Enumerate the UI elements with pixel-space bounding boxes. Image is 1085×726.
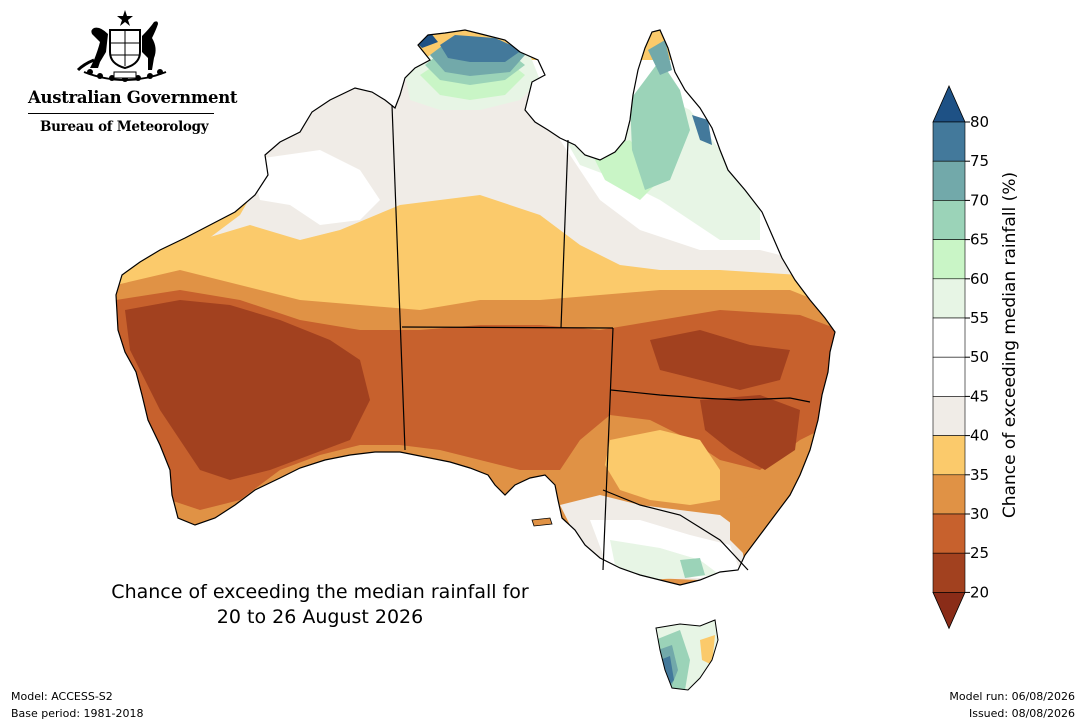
footer-left: Model: ACCESS-S2 Base period: 1981-2018 — [11, 688, 143, 722]
state-borders — [391, 104, 811, 571]
colorbar-band-55-60 — [932, 278, 966, 319]
colorbar-band-65-70 — [932, 200, 966, 240]
government-name: Australian Government — [28, 88, 238, 107]
colorbar-band-70-75 — [932, 160, 966, 201]
colorbar-tick-label: 35 — [970, 466, 989, 484]
colorbar-tick-label: 65 — [970, 231, 989, 249]
colorbar-tick-label: 55 — [970, 309, 989, 327]
bureau-name: Bureau of Meteorology — [40, 119, 209, 135]
colorbar-tick-label: 30 — [970, 505, 989, 523]
model-run-date: Model run: 06/08/2026 — [949, 690, 1075, 703]
colorbar-tick-label: 50 — [970, 348, 989, 366]
colorbar-tick-label: 40 — [970, 427, 989, 445]
colorbar-label: Chance of exceeding median rainfall (%) — [1000, 172, 1020, 518]
colorbar-band-25-30 — [932, 513, 966, 554]
colorbar-band-75-80 — [932, 121, 966, 162]
rainfall-outlook-map — [115, 29, 836, 691]
colorbar-tick-label: 75 — [970, 152, 989, 170]
map-title-line2: 20 to 26 August 2026 — [216, 606, 424, 628]
footer-right: Model run: 06/08/2026 Issued: 08/08/2026 — [949, 688, 1075, 722]
colorbar-band-60-65 — [932, 239, 966, 280]
colorbar-arrow-top — [932, 85, 966, 123]
colorbar-tick-label: 45 — [970, 387, 989, 405]
colorbar-band-20-25 — [932, 552, 966, 593]
colorbar-arrow-bottom — [932, 592, 966, 630]
map-title: Chance of exceeding the median rainfall … — [60, 580, 580, 630]
colorbar-tick-label: 80 — [970, 113, 989, 131]
logo-divider — [28, 113, 214, 114]
colorbar-band-30-35 — [932, 474, 966, 515]
colorbar-tick-label: 25 — [970, 544, 989, 562]
colorbar-band-35-40 — [932, 435, 966, 476]
colorbar-band-45-50 — [932, 356, 966, 397]
model-name: Model: ACCESS-S2 — [11, 690, 113, 703]
colorbar-tick-label: 70 — [970, 191, 989, 209]
issued-date: Issued: 08/08/2026 — [968, 707, 1075, 720]
colorbar-band-40-45 — [932, 396, 966, 436]
colorbar-band-50-55 — [932, 317, 966, 358]
coat-of-arms-icon — [76, 10, 167, 82]
bom-logo: Australian Government Bureau of Meteorol… — [20, 8, 238, 138]
map-title-line1: Chance of exceeding the median rainfall … — [111, 581, 529, 603]
colorbar-legend: 80 75 70 65 60 55 50 45 40 35 30 25 20 Chance of exc… — [932, 85, 1020, 630]
colorbar-tick-label: 60 — [970, 270, 989, 288]
base-period: Base period: 1981-2018 — [11, 707, 144, 720]
colorbar-tick-label: 20 — [970, 583, 989, 601]
